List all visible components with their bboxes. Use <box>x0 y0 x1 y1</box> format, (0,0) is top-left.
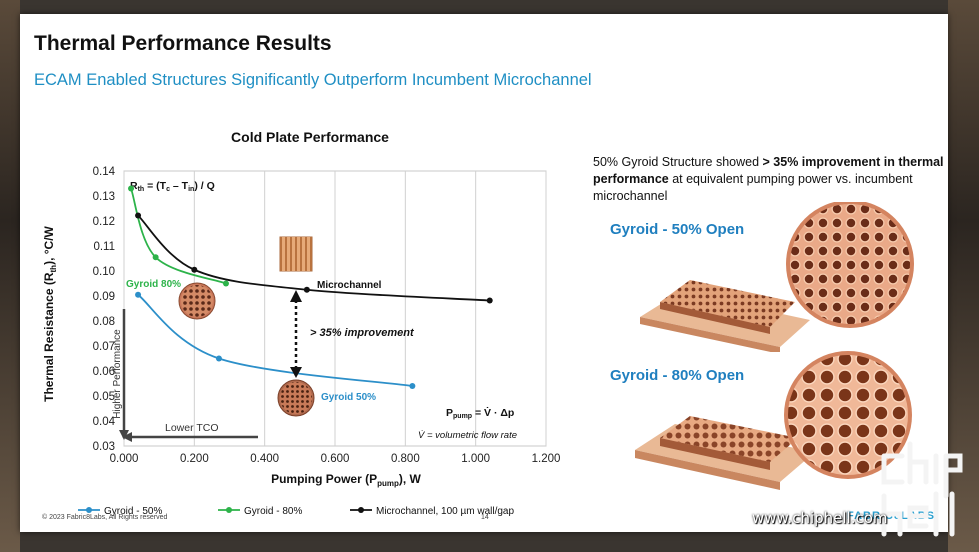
x-tick-label: 1.200 <box>532 453 561 465</box>
data-point <box>486 297 493 304</box>
y-tick-label: 0.09 <box>93 291 115 303</box>
legend-label: Gyroid - 80% <box>244 506 302 517</box>
background-left <box>0 0 20 552</box>
higher-performance-label: Higher Performance <box>112 329 123 419</box>
label-gyroid-50: Gyroid 50% <box>321 392 376 403</box>
chart-series <box>128 185 493 389</box>
label-gyroid-80: Gyroid 80% <box>126 279 181 290</box>
data-point <box>303 286 310 293</box>
microchannel-thumbnail-pattern <box>280 237 312 271</box>
gyroid-50-structure-image <box>640 202 914 352</box>
x-tick-label: 1.000 <box>461 453 490 465</box>
series-line <box>137 294 413 387</box>
flow-note: V̇ = volumetric flow rate <box>418 430 517 441</box>
improvement-arrow-head-up <box>290 290 302 302</box>
gyroid-80-thumbnail-pattern <box>181 285 213 317</box>
y-axis-label: Thermal Resistance (Rth), °C/W <box>42 225 58 401</box>
y-tick-label: 0.12 <box>93 216 115 228</box>
copyright: © 2023 Fabric8Labs, All Rights reserved <box>42 514 168 521</box>
cold-plate-chart: Cold Plate Performance 0.000 0.200 0.400 0.… <box>42 129 561 517</box>
page-number: 14 <box>481 514 489 521</box>
data-point <box>409 383 416 389</box>
data-point <box>135 291 142 298</box>
improvement-label: > 35% improvement <box>310 327 415 339</box>
gyroid-50-thumbnail-pattern <box>280 382 312 414</box>
y-tick-label: 0.06 <box>93 366 115 378</box>
slide: Thermal Performance Results ECAM Enabled… <box>20 14 948 532</box>
legend-marker <box>226 507 232 513</box>
y-tick-label: 0.10 <box>93 266 115 278</box>
y-tick-label: 0.08 <box>93 316 115 328</box>
data-point <box>222 280 229 287</box>
chiphell-logo <box>881 441 963 537</box>
note-text-1: 50% Gyroid Structure showed <box>593 155 763 169</box>
data-point <box>135 212 142 219</box>
x-tick-label: 0.400 <box>250 453 279 465</box>
legend-label: Gyroid - 50% <box>104 506 162 517</box>
y-tick-label: 0.07 <box>93 341 115 353</box>
note-highlight: > 35% improvement in thermal performance <box>593 155 944 186</box>
data-point <box>128 185 135 192</box>
label-microchannel: Microchannel <box>317 280 382 291</box>
x-tick-label: 0.200 <box>180 453 209 465</box>
x-tick-label: 0.800 <box>391 453 420 465</box>
x-axis-label: Pumping Power (Ppump), W <box>271 472 421 488</box>
result-note: 50% Gyroid Structure showed > 35% improv… <box>593 154 948 205</box>
data-point <box>191 266 198 273</box>
x-tick-label: 0.600 <box>321 453 350 465</box>
watermark: www.chiphell.com <box>752 509 888 527</box>
chart-title: Cold Plate Performance <box>231 129 389 145</box>
x-tick-label: 0.000 <box>110 453 139 465</box>
legend-marker <box>358 507 364 513</box>
y-tick-label: 0.13 <box>93 191 115 203</box>
series-line <box>130 188 227 285</box>
y-tick-label: 0.05 <box>93 391 115 403</box>
lower-tco-arrow-head <box>122 432 132 442</box>
rth-formula: Rth = (Tc – Tin) / Q <box>130 180 215 193</box>
data-point <box>215 355 222 362</box>
gyroid-50-open-label: Gyroid - 50% Open <box>610 221 745 238</box>
chart-legend: Gyroid - 50% Gyroid - 80% Microchannel, 10… <box>78 506 514 517</box>
y-tick-label: 0.11 <box>93 241 115 253</box>
background-right <box>948 0 979 552</box>
pump-formula: Ppump = V̇ · Δp <box>446 407 514 420</box>
legend-label: Microchannel, 100 µm wall/gap <box>376 506 514 517</box>
lower-tco-label: Lower TCO <box>165 422 219 434</box>
slide-title: Thermal Performance Results <box>34 32 332 55</box>
data-point <box>152 254 159 261</box>
gyroid-80-open-label: Gyroid - 80% Open <box>610 367 745 384</box>
higher-performance-arrow-head <box>119 430 129 440</box>
slide-subtitle: ECAM Enabled Structures Significantly Ou… <box>34 71 592 89</box>
y-tick-label: 0.04 <box>93 416 116 428</box>
note-text-2: at equivalent pumping power vs. incumben… <box>593 172 913 203</box>
legend-marker <box>86 507 92 513</box>
improvement-arrow-head-down <box>290 367 302 378</box>
y-tick-label: 0.03 <box>93 441 115 453</box>
chart-ticks: 0.000 0.200 0.400 0.600 0.800 1.000 1.200 0.03 0… <box>93 166 561 465</box>
gyroid-80-structure-image <box>635 351 912 490</box>
y-tick-label: 0.14 <box>93 166 116 178</box>
series-line <box>137 214 490 302</box>
